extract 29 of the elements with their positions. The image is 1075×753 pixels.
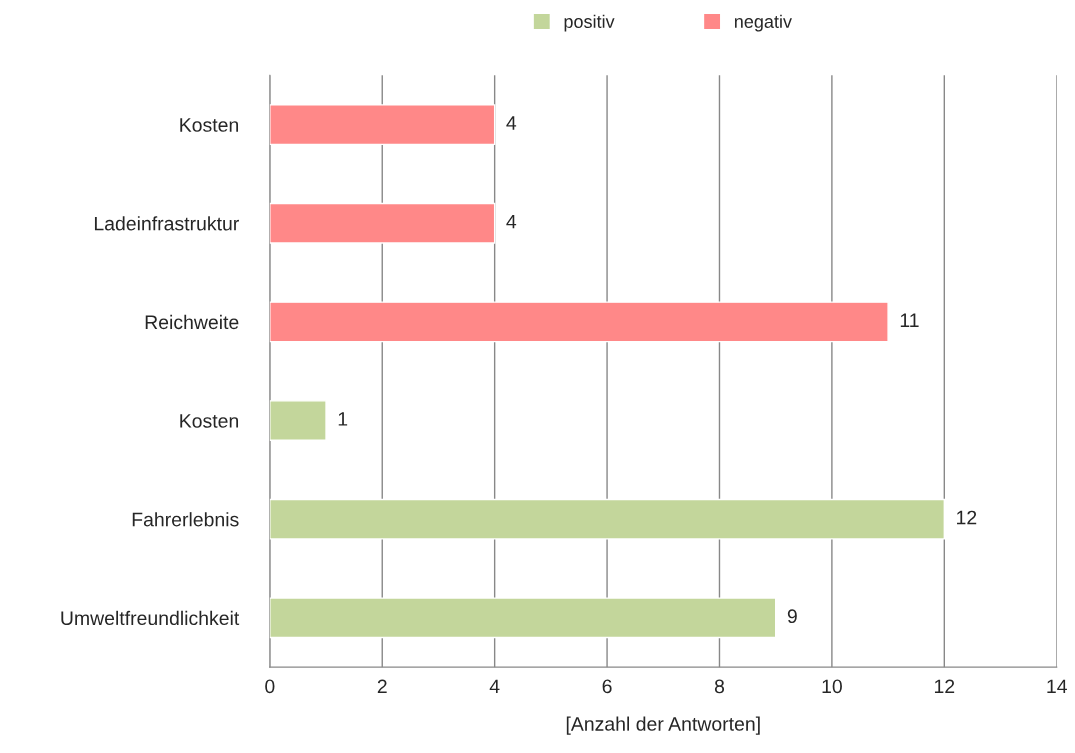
bar bbox=[269, 400, 327, 441]
legend-label: negativ bbox=[734, 14, 792, 32]
bar bbox=[269, 597, 777, 639]
data-label: 9 bbox=[787, 609, 797, 624]
x-tick-label: 14 bbox=[1047, 679, 1067, 694]
x-axis-title: [Anzahl der Antworten] bbox=[566, 716, 760, 735]
bar bbox=[269, 301, 889, 343]
x-tick-label: 6 bbox=[602, 679, 612, 694]
y-tick-label: Umweltfreundlichkeit bbox=[61, 610, 240, 626]
x-tick-label: 10 bbox=[822, 679, 842, 694]
y-tick-label: Fahrerlebnis bbox=[132, 512, 239, 527]
bar bbox=[269, 104, 496, 146]
x-tick-label: 4 bbox=[489, 679, 500, 694]
data-label: 4 bbox=[506, 214, 517, 229]
bar bbox=[269, 202, 496, 244]
x-tick-label: 0 bbox=[265, 679, 275, 694]
y-tick-label: Kosten bbox=[180, 414, 239, 428]
y-tick-label: Reichweite bbox=[145, 314, 239, 330]
x-tick-label: 2 bbox=[377, 679, 387, 694]
bar bbox=[269, 498, 946, 540]
x-tick-label: 12 bbox=[934, 679, 955, 694]
data-label: 1 bbox=[338, 412, 348, 426]
legend-label: positiv bbox=[564, 14, 615, 32]
data-label: 12 bbox=[957, 510, 977, 525]
y-tick-label: Ladeinfrastruktur bbox=[94, 216, 239, 231]
x-tick-label: 8 bbox=[714, 679, 725, 694]
y-tick-label: Kosten bbox=[180, 118, 239, 132]
data-label: 11 bbox=[900, 313, 919, 327]
data-label: 4 bbox=[506, 116, 517, 130]
